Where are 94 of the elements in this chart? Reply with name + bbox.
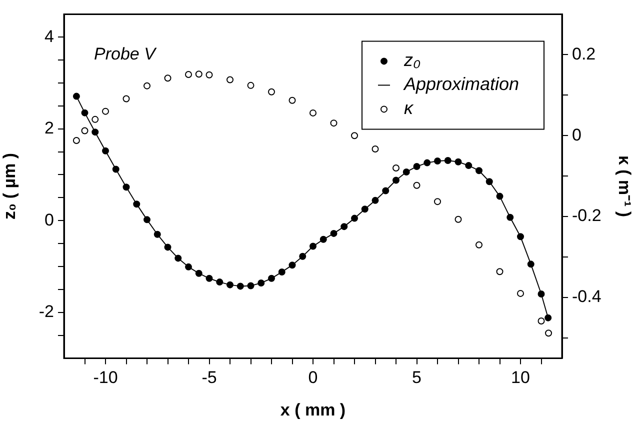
point — [195, 270, 202, 277]
y2-tick-label: -0.4 — [572, 287, 602, 306]
point — [226, 76, 234, 84]
point — [247, 82, 254, 89]
point — [288, 262, 296, 269]
point — [444, 157, 452, 164]
point — [164, 244, 172, 251]
x-tick-label: 5 — [412, 368, 422, 388]
point — [310, 109, 316, 116]
point — [102, 147, 109, 154]
x-tick-label: 10 — [511, 368, 530, 388]
point — [174, 254, 182, 262]
point — [351, 132, 358, 140]
point — [92, 116, 99, 123]
x-tick-label: -10 — [93, 368, 118, 388]
point — [454, 216, 462, 223]
y2-axis-title: κ ( m⁻¹ ) — [615, 155, 634, 218]
point — [278, 268, 286, 276]
point — [247, 282, 254, 290]
point — [72, 92, 80, 100]
point — [476, 167, 482, 174]
point — [434, 198, 441, 206]
point — [476, 241, 482, 248]
point — [517, 290, 524, 297]
point — [402, 168, 410, 176]
y-axis-title: z₀ ( µm ) — [0, 152, 19, 220]
y-tick-label: 0 — [44, 210, 54, 230]
point — [372, 145, 379, 152]
point — [538, 317, 545, 324]
point — [392, 164, 400, 172]
point — [527, 260, 534, 268]
y2-tick-label: -0.2 — [572, 206, 602, 226]
point — [299, 252, 306, 260]
point — [434, 157, 441, 164]
legend-label: Approximation — [403, 74, 520, 94]
point — [92, 128, 99, 136]
point — [133, 200, 140, 208]
point — [372, 196, 379, 204]
point — [517, 233, 524, 240]
y2-tick-label: 0.2 — [572, 44, 596, 64]
point — [206, 71, 213, 78]
point — [72, 136, 80, 144]
point — [81, 109, 88, 116]
point — [486, 178, 493, 186]
point — [236, 282, 244, 290]
point — [185, 71, 192, 78]
point — [154, 230, 161, 238]
point — [413, 162, 420, 170]
point — [351, 214, 358, 222]
point — [102, 108, 109, 115]
point — [144, 216, 150, 224]
point — [330, 120, 338, 127]
point — [424, 159, 431, 166]
x-tick-label: -5 — [202, 368, 217, 388]
point — [392, 176, 400, 184]
point — [268, 274, 275, 282]
point — [310, 242, 316, 250]
point — [112, 166, 120, 173]
legend-label: z₀ — [403, 50, 421, 70]
y-tick-label: -2 — [38, 302, 54, 322]
x-tick-label: 0 — [308, 368, 318, 388]
point — [545, 330, 552, 337]
point — [496, 268, 504, 276]
point — [216, 278, 224, 286]
point — [454, 158, 462, 166]
y-tick-label: 2 — [44, 118, 54, 138]
point — [465, 162, 472, 170]
point — [195, 70, 202, 78]
annotation: Probe V — [94, 44, 158, 64]
point — [185, 263, 192, 270]
point — [320, 236, 327, 243]
legend-label: κ — [404, 98, 414, 118]
point — [496, 192, 504, 200]
point — [144, 82, 150, 90]
point — [340, 223, 348, 230]
point — [258, 279, 265, 286]
y2-tick-label: 0 — [572, 125, 582, 144]
point — [361, 206, 368, 213]
point — [268, 88, 275, 96]
point — [330, 230, 338, 237]
point — [226, 281, 234, 288]
point — [538, 290, 545, 298]
point — [122, 95, 130, 102]
point — [122, 184, 130, 191]
point — [382, 187, 390, 194]
point — [288, 96, 296, 104]
point — [164, 74, 172, 82]
y-tick-label: 4 — [44, 26, 54, 46]
x-axis-title: x ( mm ) — [280, 400, 346, 420]
point — [506, 214, 514, 221]
point — [206, 274, 213, 282]
point — [81, 127, 88, 134]
point — [413, 182, 420, 189]
point — [544, 314, 552, 322]
